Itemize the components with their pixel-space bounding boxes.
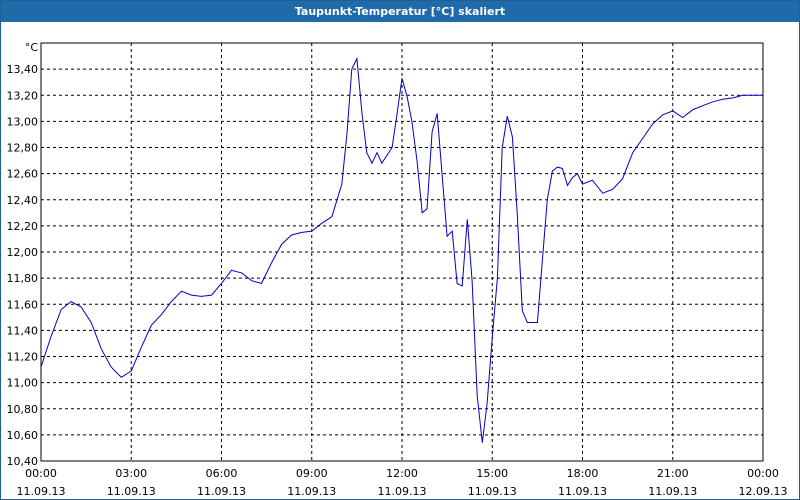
x-tick-time-label: 03:00 (115, 467, 147, 480)
x-tick-date-label: 11.09.13 (648, 485, 697, 498)
y-tick-label: 11,40 (7, 324, 39, 337)
y-tick-label: 12,00 (7, 246, 39, 259)
y-tick-label: 12,80 (7, 142, 39, 155)
y-tick-label: 11,60 (7, 298, 39, 311)
x-tick-time-label: 00:00 (25, 467, 57, 480)
dewpoint-series-line (40, 56, 763, 443)
x-tick-date-label: 11.09.13 (468, 485, 517, 498)
x-tick-time-label: 21:00 (657, 467, 689, 480)
x-tick-time-label: 18:00 (567, 467, 599, 480)
y-tick-label: 13,00 (7, 115, 39, 128)
x-tick-time-label: 06:00 (206, 467, 238, 480)
y-tick-label: 11,80 (7, 272, 39, 285)
grid-lines (40, 43, 764, 462)
x-tick-date-label: 11.09.13 (107, 485, 156, 498)
x-tick-time-label: 15:00 (476, 467, 508, 480)
y-tick-label: 13,20 (7, 89, 39, 102)
y-tick-label: 10,40 (7, 455, 39, 468)
y-tick-label: 10,80 (7, 403, 39, 416)
y-axis-ticks: 10,40 10,60 10,80 11,00 11,20 11,40 11,60 11,80… (7, 63, 39, 468)
x-tick-date-label: 11.09.13 (287, 485, 336, 498)
y-tick-label: 11,20 (7, 351, 39, 364)
x-tick-date-label: 11.09.13 (378, 485, 427, 498)
x-axis-ticks: 00:00 11.09.13 03:00 11.09.13 06:00 11.09.13 0… (17, 467, 788, 498)
window-title: Taupunkt-Temperatur [°C] skaliert (1, 1, 799, 22)
x-tick-date-label: 12.09.13 (739, 485, 788, 498)
y-tick-label: 13,40 (7, 63, 39, 76)
line-chart: °C 10,40 10,60 10,80 11,00 11,20 11,40 11,60 11… (7, 41, 788, 498)
x-tick-date-label: 11.09.13 (17, 485, 66, 498)
x-tick-time-label: 12:00 (386, 467, 418, 480)
y-tick-label: 11,00 (7, 377, 39, 390)
y-tick-label: 12,20 (7, 220, 39, 233)
y-tick-label: 10,60 (7, 429, 39, 442)
x-tick-date-label: 11.09.13 (197, 485, 246, 498)
y-axis-unit-label: °C (25, 41, 39, 54)
x-tick-date-label: 11.09.13 (558, 485, 607, 498)
y-tick-label: 12,60 (7, 168, 39, 181)
plot-area (40, 42, 764, 462)
y-tick-label: 12,40 (7, 194, 39, 207)
x-tick-time-label: 09:00 (296, 467, 328, 480)
x-tick-time-label: 00:00 (747, 467, 779, 480)
